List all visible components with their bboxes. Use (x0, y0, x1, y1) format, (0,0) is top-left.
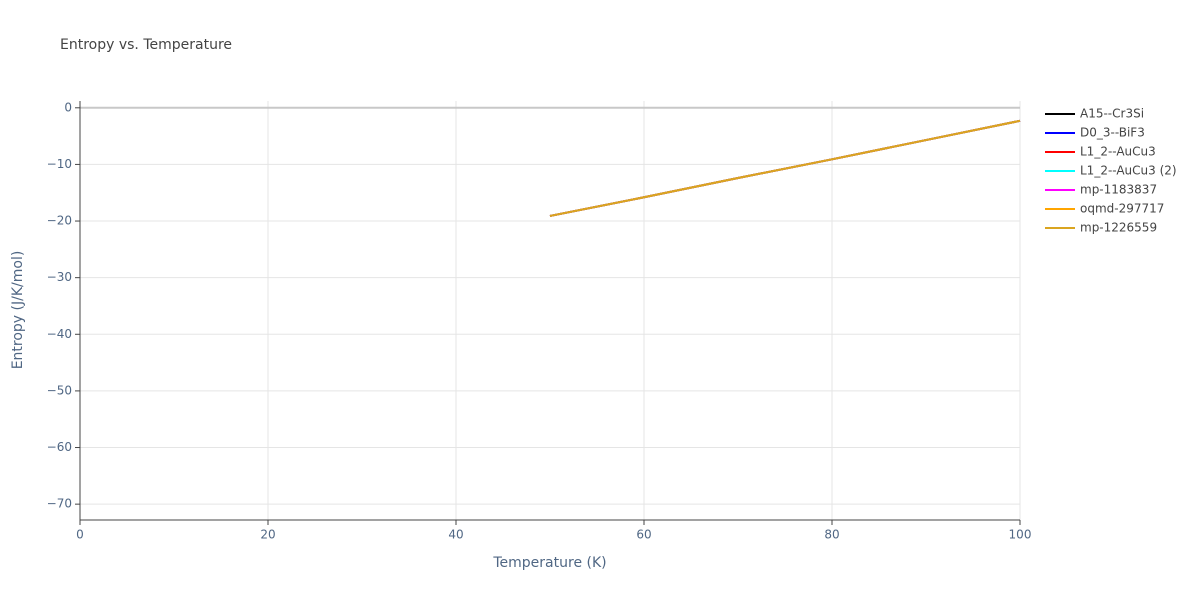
legend-text: D0_3--BiF3 (1080, 126, 1145, 140)
legend-text: A15--Cr3Si (1080, 107, 1144, 121)
x-axis-title: Temperature (K) (492, 555, 606, 571)
y-tick-label: −10 (47, 157, 72, 171)
y-axis-title: Entropy (J/K/mol) (10, 251, 26, 370)
y-tick-label: −70 (47, 497, 72, 511)
chart-title: Entropy vs. Temperature (60, 37, 232, 53)
series-line (549, 119, 1021, 217)
legend-text: mp-1183837 (1080, 183, 1157, 197)
x-tick-label: 60 (636, 528, 651, 542)
y-tick-label: −30 (47, 270, 72, 284)
y-tick-label: −40 (47, 327, 72, 341)
y-tick-label: −50 (47, 383, 72, 397)
x-tick-label: 0 (76, 528, 84, 542)
y-tick-label: −60 (47, 440, 72, 454)
x-tick-label: 20 (260, 528, 275, 542)
y-tick-label: −20 (47, 214, 72, 228)
legend-text: L1_2--AuCu3 (2) (1080, 164, 1177, 178)
legend-text: mp-1226559 (1080, 221, 1157, 235)
y-tick-label: 0 (64, 100, 72, 114)
legend-text: L1_2--AuCu3 (1080, 145, 1156, 159)
x-tick-label: 80 (824, 528, 839, 542)
x-tick-label: 40 (448, 528, 463, 542)
legend-text: oqmd-297717 (1080, 202, 1164, 216)
x-tick-label: 100 (1009, 528, 1032, 542)
